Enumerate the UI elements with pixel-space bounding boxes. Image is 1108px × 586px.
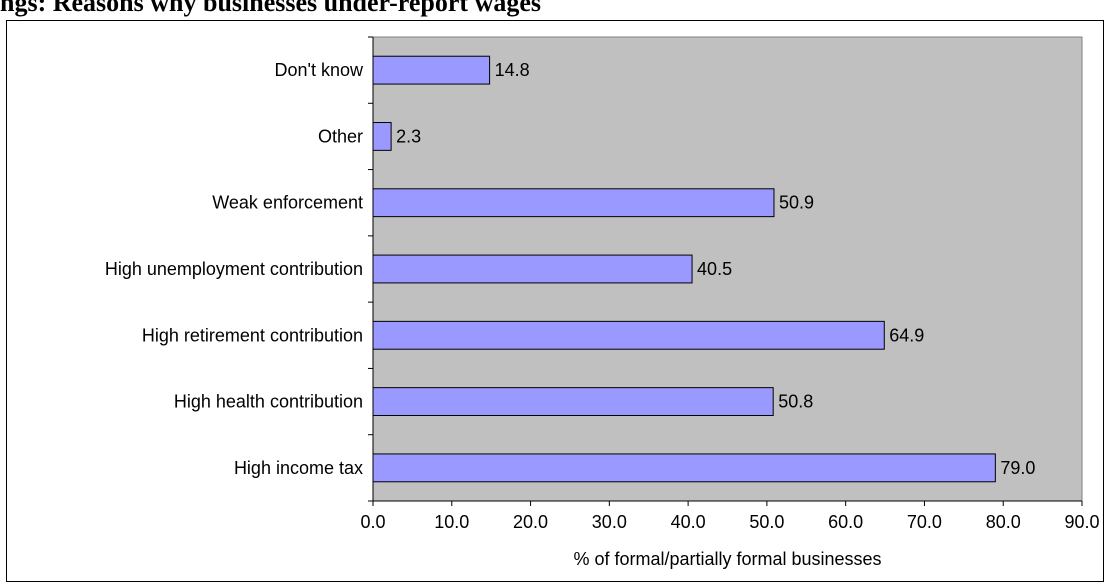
- category-label: High retirement contribution: [142, 325, 363, 345]
- category-label: Don't know: [275, 60, 364, 80]
- data-label: 79.0: [1000, 458, 1035, 478]
- data-label: 64.9: [889, 325, 924, 345]
- bar: [372, 254, 693, 284]
- x-tick-label: 60.0: [828, 512, 863, 532]
- category-label: High income tax: [234, 458, 363, 478]
- category-label: Other: [318, 126, 363, 146]
- x-tick-label: 30.0: [592, 512, 627, 532]
- bar: [372, 387, 774, 416]
- data-label: 2.3: [396, 126, 421, 146]
- bar: [372, 122, 392, 151]
- category-label: High health contribution: [174, 392, 363, 412]
- chart-frame: High income tax 79.0 High health contribut…: [6, 20, 1104, 582]
- x-tick-label: 10.0: [434, 512, 469, 532]
- bar: [372, 55, 491, 85]
- x-tick-label: 70.0: [907, 512, 942, 532]
- page-title: ngs: Reasons why businesses under-report…: [0, 0, 541, 17]
- x-tick-label: 80.0: [986, 512, 1021, 532]
- x-tick-label: 90.0: [1064, 512, 1099, 532]
- category-label: Weak enforcement: [212, 193, 363, 213]
- data-label: 50.8: [778, 392, 813, 412]
- data-label: 14.8: [495, 60, 530, 80]
- x-axis-label: % of formal/partially formal businesses: [573, 549, 881, 569]
- x-tick-label: 40.0: [671, 512, 706, 532]
- bar: [372, 188, 775, 218]
- category-label: High unemployment contribution: [105, 259, 363, 279]
- bar: [372, 320, 885, 350]
- data-label: 50.9: [779, 193, 814, 213]
- bar: [372, 453, 996, 483]
- x-tick-label: 0.0: [360, 512, 385, 532]
- data-label: 40.5: [697, 259, 732, 279]
- bar-chart: High income tax 79.0 High health contribut…: [105, 36, 1100, 569]
- x-tick-label: 20.0: [513, 512, 548, 532]
- x-tick-label: 50.0: [749, 512, 784, 532]
